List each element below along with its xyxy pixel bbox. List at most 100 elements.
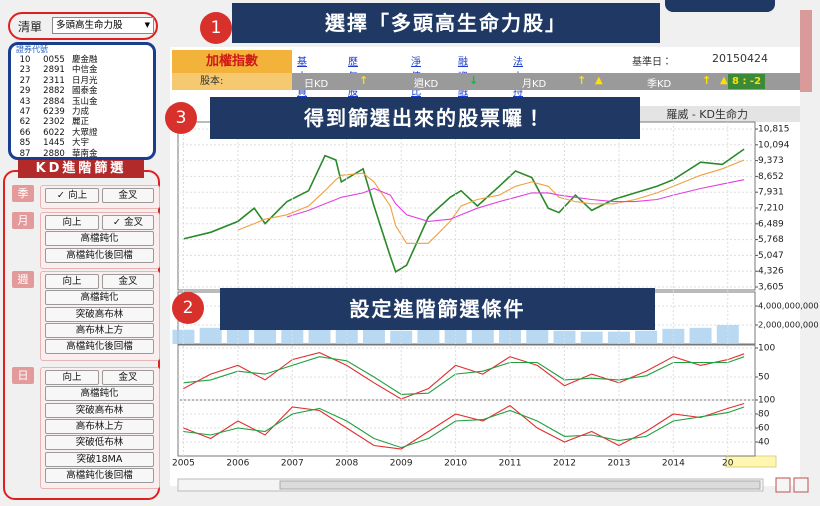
stock-code: 2891 xyxy=(43,65,65,76)
row-number: 23 xyxy=(19,65,31,76)
y-tick-label: 80 xyxy=(758,410,770,420)
filter-option[interactable]: 高檔鈍化後回檔 xyxy=(45,467,154,483)
list-row[interactable]: 85 1445 大宇 xyxy=(11,138,153,148)
row-number: 85 xyxy=(19,138,31,149)
filter-option[interactable]: 高布林上方 xyxy=(45,322,154,338)
list-row[interactable]: 27 2311 日月光 xyxy=(11,76,153,86)
filter-option[interactable]: 高布林上方 xyxy=(45,418,154,434)
row-number: 43 xyxy=(19,96,31,107)
list-row[interactable]: 23 2891 中信金 xyxy=(11,65,153,75)
callout-number: 3 xyxy=(165,102,197,134)
y-tick-label: 4,326 xyxy=(758,267,784,277)
filter-option-text: 高檔鈍化 xyxy=(80,388,119,400)
filter-option-text: 高檔鈍化 xyxy=(80,233,119,245)
zoom-in[interactable] xyxy=(775,477,791,493)
kd-arrow: ↓ xyxy=(469,74,479,87)
volume-bar xyxy=(199,327,222,344)
filter-option-text: 突破高布林 xyxy=(75,308,124,320)
volume-bar xyxy=(471,328,494,344)
filter-option[interactable]: 突破高布林 xyxy=(45,402,154,418)
volume-bar xyxy=(607,331,630,344)
filter-option-text: 向上 xyxy=(62,217,82,228)
filter-option[interactable]: 突破高布林 xyxy=(45,306,154,322)
list-row[interactable]: 29 2882 國泰金 xyxy=(11,86,153,96)
y-tick-label: 5,047 xyxy=(758,251,784,261)
stock-list: 證券代號 10 0055 慶金融 23 2891 中信金 27 2311 日月光 29 2882 國泰… xyxy=(8,42,156,160)
filter-option[interactable]: 向上 xyxy=(45,274,99,289)
filter-option-text: 向上 xyxy=(68,190,88,201)
stock-code: 1445 xyxy=(43,138,65,149)
y-tick-label: 7,210 xyxy=(758,204,784,214)
volume-bar xyxy=(553,330,576,344)
top-bar xyxy=(665,0,775,12)
volume-bar xyxy=(362,329,385,344)
stock-name: 大眾證 xyxy=(72,127,98,138)
filter-option[interactable]: 高檔鈍化後回檔 xyxy=(45,247,154,263)
filter-option[interactable]: 金叉 xyxy=(102,188,154,203)
stock-name: 國泰金 xyxy=(72,86,98,97)
y-tick-label: 8,652 xyxy=(758,172,784,182)
kd-flag: ▲ xyxy=(595,75,603,86)
y-tick-label: 40 xyxy=(758,438,770,448)
filter-option[interactable]: 突破18MA xyxy=(45,451,154,467)
filter-option[interactable]: 向上 xyxy=(45,215,99,230)
y-tick-label: 5,768 xyxy=(758,235,784,245)
filter-option[interactable]: 高檔鈍化 xyxy=(45,231,154,247)
x-tick-label: 2007 xyxy=(281,459,304,469)
filter-option-text: 高檔鈍化 xyxy=(80,292,119,304)
filter-section-label: 週 xyxy=(12,271,34,288)
volume-bar xyxy=(226,328,249,344)
scroll-thumb[interactable] xyxy=(279,480,761,490)
series-line xyxy=(183,148,745,273)
filter-option[interactable]: 金叉 xyxy=(102,274,154,289)
list-row[interactable]: 10 0055 慶金融 xyxy=(11,55,153,65)
dropdown-arrow: ▼ xyxy=(144,21,150,29)
y-tick-label: 9,373 xyxy=(758,156,784,166)
filter-option[interactable]: 高檔鈍化 xyxy=(45,386,154,402)
filter-option[interactable]: 金叉 xyxy=(102,370,154,385)
filter-option[interactable]: ✓ 向上 xyxy=(45,188,99,203)
list-dropdown[interactable]: 多頭高生命力股 ▼ xyxy=(52,17,154,34)
list-row[interactable]: 43 2884 玉山金 xyxy=(11,97,153,107)
row-number: 87 xyxy=(19,148,31,159)
kd-label: 日KD xyxy=(304,79,329,90)
stock-code: 6239 xyxy=(43,106,65,117)
list-row[interactable]: 87 2880 華南金 xyxy=(11,148,153,159)
filter-option[interactable]: 高檔鈍化 xyxy=(45,290,154,306)
list-header: 證券代號 xyxy=(16,45,48,54)
filter-option-text: 金叉 xyxy=(124,217,144,228)
kd-label: 季KD xyxy=(647,79,672,90)
kd-arrow: ↑ xyxy=(359,74,369,87)
row-number: 27 xyxy=(19,75,31,86)
stock-name: 中信金 xyxy=(72,65,98,76)
stock-code: 2884 xyxy=(43,96,65,107)
list-row[interactable]: 47 6239 力成 xyxy=(11,107,153,117)
filter-option[interactable]: ✓ 金叉 xyxy=(102,215,154,230)
zoom-out[interactable] xyxy=(793,477,809,493)
side-bar xyxy=(800,10,812,92)
stock-name: 力成 xyxy=(72,106,90,117)
stock-code: 2880 xyxy=(43,148,65,159)
x-tick-label: 2006 xyxy=(226,459,249,469)
filter-option-text: 金叉 xyxy=(118,372,138,383)
kd-arrow: ↑ xyxy=(702,74,712,87)
index-name[interactable]: 加權指數 xyxy=(172,50,292,73)
filter-option[interactable]: 向上 xyxy=(45,370,99,385)
kd-flag: ▲ xyxy=(720,75,728,86)
y-tick-label: 100 xyxy=(758,396,775,406)
x-tick-label: 2011 xyxy=(499,459,522,469)
filter-option[interactable]: 突破低布林 xyxy=(45,435,154,451)
stock-name: 麗正 xyxy=(72,117,90,128)
list-row[interactable]: 62 2302 麗正 xyxy=(11,117,153,127)
list-row[interactable]: 66 6022 大眾證 xyxy=(11,128,153,138)
y-tick-label: 10,094 xyxy=(758,140,790,150)
filter-section-label: 月 xyxy=(12,212,34,229)
kd-score: 8 : -2 xyxy=(728,74,766,89)
list-label: 清單 xyxy=(18,20,43,34)
filter-option[interactable]: 高檔鈍化後回檔 xyxy=(45,339,154,355)
stock-code: 6022 xyxy=(43,127,65,138)
x-tick-label: 2012 xyxy=(553,459,576,469)
y-tick-label: 7,931 xyxy=(758,188,784,198)
filter-sections: 季 ✓ 向上 金叉月向上 ✓ 金叉 高檔鈍化 高檔鈍化後回檔週向上 金叉 高檔鈍化 突破高布林高… xyxy=(0,0,170,506)
volume-bar xyxy=(580,331,603,344)
